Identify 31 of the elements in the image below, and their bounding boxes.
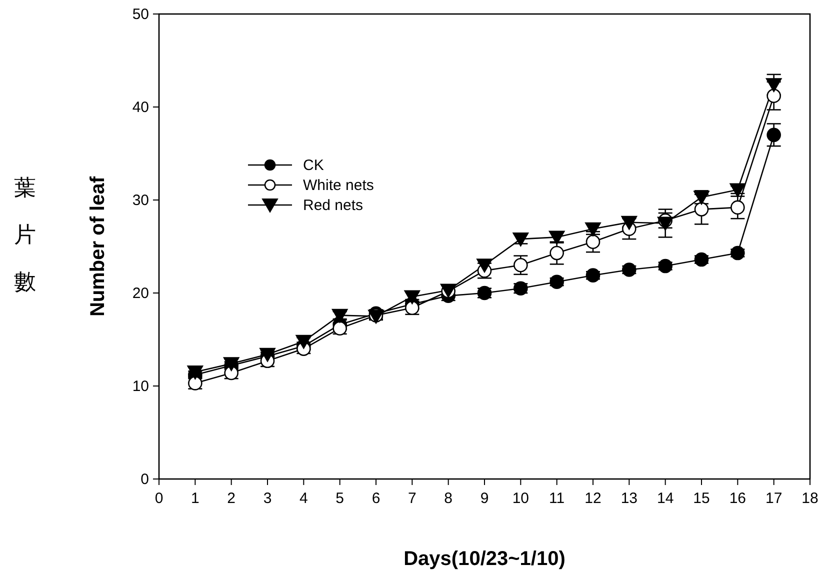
x-tick-label: 0 bbox=[154, 490, 164, 507]
y-tick-label: 20 bbox=[132, 285, 149, 302]
y-axis-title: Number of leaf bbox=[87, 176, 109, 317]
y-tick-label: 40 bbox=[132, 99, 149, 116]
x-tick-label: 10 bbox=[512, 490, 530, 507]
x-tick-label: 15 bbox=[693, 490, 710, 507]
x-tick-label: 5 bbox=[336, 490, 344, 507]
x-tick-label: 18 bbox=[802, 490, 818, 507]
x-tick-label: 6 bbox=[372, 490, 380, 507]
text: 葉片數 bbox=[14, 175, 36, 294]
x-tick-label: 17 bbox=[765, 490, 782, 507]
x-tick-label: 1 bbox=[190, 490, 200, 507]
x-tick-label: 4 bbox=[299, 490, 308, 507]
x-axis-title: Days(10/23~1/10) bbox=[404, 548, 566, 570]
y-tick-label: 10 bbox=[132, 378, 149, 395]
y-tick-label: 30 bbox=[132, 192, 149, 209]
x-tick-label: 11 bbox=[549, 490, 565, 507]
x-tick-label: 7 bbox=[408, 490, 416, 507]
x-tick-label: 2 bbox=[227, 490, 236, 507]
legend-label: White nets bbox=[303, 177, 374, 194]
x-tick-label: 12 bbox=[584, 490, 602, 507]
y-tick-label: 0 bbox=[140, 471, 149, 488]
x-tick-label: 16 bbox=[729, 490, 746, 507]
x-tick-label: 8 bbox=[444, 490, 453, 507]
legend-label: Red nets bbox=[303, 197, 364, 214]
x-tick-label: 3 bbox=[263, 490, 272, 507]
x-tick-label: 13 bbox=[620, 490, 638, 507]
x-tick-label: 9 bbox=[480, 490, 489, 507]
x-tick-label: 14 bbox=[656, 490, 674, 507]
y-tick-label: 50 bbox=[132, 6, 149, 23]
legend-label: CK bbox=[303, 157, 324, 174]
